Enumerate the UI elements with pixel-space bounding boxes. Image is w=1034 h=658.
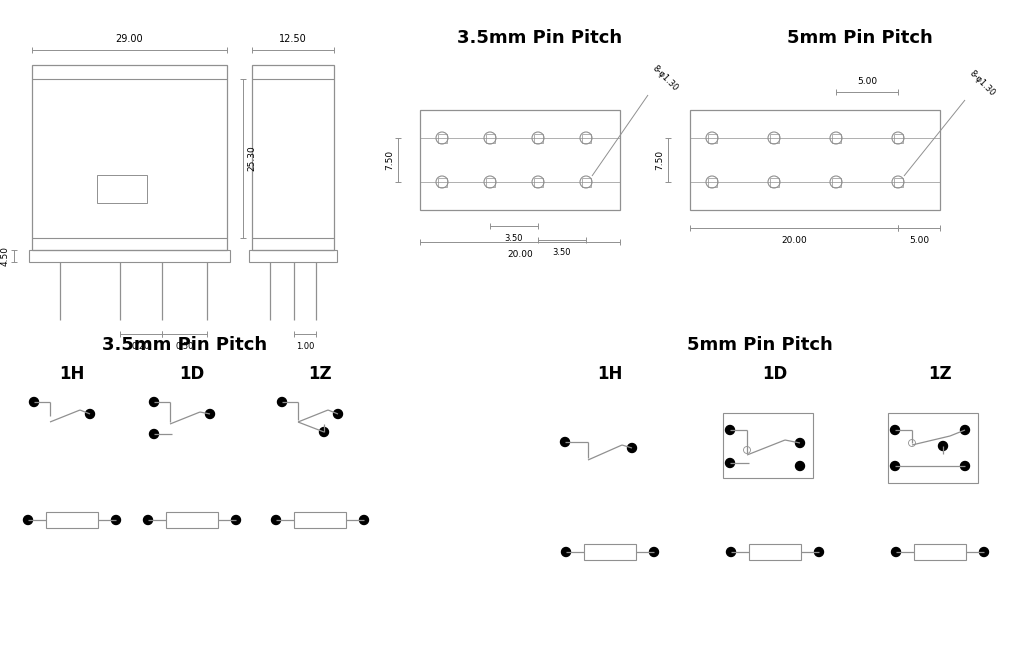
Circle shape bbox=[649, 547, 659, 557]
Circle shape bbox=[979, 547, 989, 557]
Bar bbox=[690, 110, 940, 210]
Circle shape bbox=[30, 397, 38, 407]
Text: 7.50: 7.50 bbox=[385, 150, 394, 170]
Bar bbox=[534, 134, 543, 143]
Bar bbox=[486, 178, 494, 186]
Bar bbox=[769, 178, 779, 186]
Text: 1.00: 1.00 bbox=[296, 342, 314, 351]
Circle shape bbox=[206, 409, 214, 418]
Bar bbox=[97, 175, 147, 203]
Text: 5mm Pin Pitch: 5mm Pin Pitch bbox=[688, 336, 832, 354]
Text: 20.00: 20.00 bbox=[781, 236, 807, 245]
Bar bbox=[707, 134, 717, 143]
Text: 1D: 1D bbox=[762, 365, 788, 383]
Bar bbox=[437, 134, 447, 143]
Text: 7.50: 7.50 bbox=[655, 150, 664, 170]
Circle shape bbox=[86, 409, 94, 418]
Text: 29.00: 29.00 bbox=[116, 34, 144, 44]
Text: 3.5mm Pin Pitch: 3.5mm Pin Pitch bbox=[102, 336, 268, 354]
Circle shape bbox=[320, 428, 329, 436]
Text: 20.00: 20.00 bbox=[507, 250, 533, 259]
Text: 5.00: 5.00 bbox=[857, 77, 877, 86]
Circle shape bbox=[272, 515, 280, 524]
Bar bbox=[249, 250, 337, 262]
Bar bbox=[723, 413, 813, 478]
Bar bbox=[893, 134, 903, 143]
Bar bbox=[581, 178, 590, 186]
Bar bbox=[32, 65, 227, 250]
Circle shape bbox=[727, 547, 735, 557]
Text: 25.30: 25.30 bbox=[247, 145, 256, 171]
Bar bbox=[769, 134, 779, 143]
Circle shape bbox=[150, 397, 158, 407]
Bar bbox=[893, 178, 903, 186]
Circle shape bbox=[334, 409, 342, 418]
Circle shape bbox=[150, 430, 158, 438]
Bar bbox=[584, 544, 636, 560]
Circle shape bbox=[890, 426, 900, 434]
Text: 3.5mm Pin Pitch: 3.5mm Pin Pitch bbox=[457, 29, 622, 47]
Bar bbox=[45, 512, 98, 528]
Circle shape bbox=[726, 459, 734, 467]
Bar bbox=[831, 178, 841, 186]
Text: 5.00: 5.00 bbox=[909, 236, 930, 245]
Circle shape bbox=[961, 461, 970, 470]
Bar bbox=[749, 544, 801, 560]
Bar bbox=[914, 544, 966, 560]
Text: 3.50: 3.50 bbox=[553, 248, 571, 257]
Circle shape bbox=[726, 426, 734, 434]
Text: 1H: 1H bbox=[598, 365, 622, 383]
Bar bbox=[888, 413, 978, 483]
Circle shape bbox=[360, 515, 368, 524]
Bar bbox=[166, 512, 218, 528]
Circle shape bbox=[24, 515, 32, 524]
Circle shape bbox=[815, 547, 823, 557]
Circle shape bbox=[961, 426, 970, 434]
Circle shape bbox=[795, 438, 804, 447]
Bar bbox=[420, 110, 620, 210]
Bar bbox=[29, 250, 230, 262]
Circle shape bbox=[795, 461, 804, 470]
Text: 8-φ1.30: 8-φ1.30 bbox=[967, 68, 996, 98]
Circle shape bbox=[112, 515, 121, 524]
Circle shape bbox=[560, 438, 570, 447]
Bar bbox=[294, 512, 346, 528]
Circle shape bbox=[891, 547, 901, 557]
Bar bbox=[831, 134, 841, 143]
Text: 1Z: 1Z bbox=[929, 365, 952, 383]
Circle shape bbox=[277, 397, 286, 407]
Bar bbox=[707, 178, 717, 186]
Text: 1H: 1H bbox=[59, 365, 85, 383]
Bar bbox=[534, 178, 543, 186]
Text: 3.50: 3.50 bbox=[505, 234, 523, 243]
Bar bbox=[581, 134, 590, 143]
Bar bbox=[437, 178, 447, 186]
Text: 1Z: 1Z bbox=[308, 365, 332, 383]
Text: 1D: 1D bbox=[179, 365, 205, 383]
Bar bbox=[252, 65, 334, 250]
Circle shape bbox=[232, 515, 241, 524]
Text: 12.50: 12.50 bbox=[279, 34, 307, 44]
Text: 5mm Pin Pitch: 5mm Pin Pitch bbox=[787, 29, 933, 47]
Circle shape bbox=[144, 515, 152, 524]
Circle shape bbox=[561, 547, 571, 557]
Circle shape bbox=[890, 461, 900, 470]
Text: 4.50: 4.50 bbox=[1, 246, 10, 266]
Circle shape bbox=[939, 442, 947, 451]
Text: 0.20: 0.20 bbox=[131, 342, 150, 351]
Text: 8-φ1.30: 8-φ1.30 bbox=[650, 64, 679, 93]
Text: 0.50: 0.50 bbox=[176, 342, 193, 351]
Bar bbox=[486, 134, 494, 143]
Circle shape bbox=[628, 443, 637, 453]
